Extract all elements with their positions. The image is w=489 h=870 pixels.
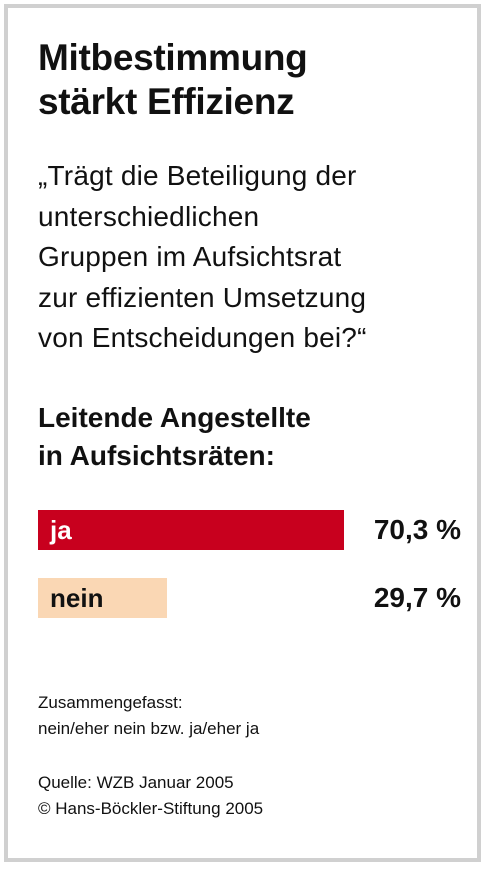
chart-title: Mitbestimmung stärkt Effizienz bbox=[38, 36, 471, 124]
bar-chart: ja 70,3 % nein 29,7 % bbox=[38, 509, 471, 630]
bar-category-label: ja bbox=[50, 514, 72, 545]
chart-frame bbox=[4, 4, 481, 862]
note-line-2: nein/eher nein bzw. ja/eher ja bbox=[38, 719, 260, 738]
note-line-1: Zusammengefasst: bbox=[38, 693, 183, 712]
chart-source: Quelle: WZB Januar 2005 © Hans-Böckler-S… bbox=[38, 770, 263, 822]
bar-nein: nein bbox=[38, 577, 167, 618]
question-line: unterschiedlichen bbox=[38, 200, 260, 232]
bar-ja: ja bbox=[38, 509, 344, 550]
copyright-line: © Hans-Böckler-Stiftung 2005 bbox=[38, 799, 264, 818]
subtitle-line-2: in Aufsichtsräten: bbox=[38, 439, 275, 471]
subtitle-line-1: Leitende Angestellte bbox=[38, 401, 311, 433]
question-line: Gruppen im Aufsichtsrat bbox=[38, 241, 342, 272]
chart-subtitle: Leitende Angestellte in Aufsichtsräten: bbox=[38, 399, 471, 475]
source-line: Quelle: WZB Januar 2005 bbox=[38, 773, 234, 792]
title-line-1: Mitbestimmung bbox=[38, 37, 308, 78]
title-line-2: stärkt Effizienz bbox=[38, 81, 295, 122]
question-line: zur effizienten Umsetzung bbox=[38, 281, 367, 313]
survey-question: „Trägt die Beteiligung der unterschiedli… bbox=[38, 156, 471, 359]
bar-category-label: nein bbox=[50, 582, 104, 613]
bar-value-label: 29,7 % bbox=[373, 581, 461, 613]
question-line: von Entscheidungen bei?“ bbox=[38, 322, 367, 353]
chart-note: Zusammengefasst: nein/eher nein bzw. ja/… bbox=[38, 690, 259, 742]
question-line: „Trägt die Beteiligung der bbox=[38, 160, 357, 191]
bar-value-label: 70,3 % bbox=[373, 513, 461, 545]
chart-content: Mitbestimmung stärkt Effizienz „Trägt di… bbox=[38, 36, 471, 630]
